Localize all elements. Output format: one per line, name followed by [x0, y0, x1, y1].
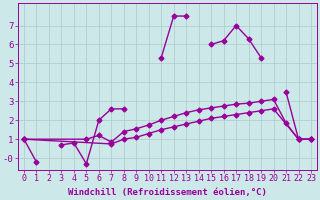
- X-axis label: Windchill (Refroidissement éolien,°C): Windchill (Refroidissement éolien,°C): [68, 188, 267, 197]
